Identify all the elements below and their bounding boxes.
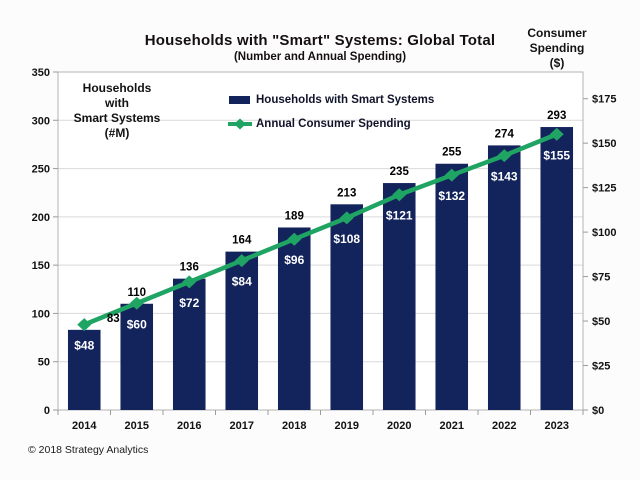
x-axis-tick-label: 2014 (72, 420, 97, 432)
legend-label-households: Households with Smart Systems (256, 94, 435, 106)
chart-legend: Households with Smart Systems Annual Con… (228, 88, 458, 136)
right-axis-tick-label: $0 (592, 405, 604, 417)
bar-2022 (487, 145, 521, 410)
spending-marker-2015 (129, 296, 144, 310)
spending-marker-2019 (339, 211, 354, 225)
right-axis-tick-label: $125 (592, 183, 616, 195)
x-axis-tick-label: 2021 (440, 420, 464, 432)
bar-value-label: 235 (390, 166, 410, 178)
left-axis-tick-label: 0 (44, 405, 50, 417)
right-axis-tick-label: $50 (592, 316, 610, 328)
left-axis-title-line: with (105, 96, 129, 110)
spending-marker-2017 (234, 254, 249, 268)
spending-marker-2021 (444, 168, 459, 182)
bar-2020 (382, 183, 416, 410)
right-axis-title-line: Spending (529, 41, 585, 55)
x-axis-tick-label: 2019 (335, 420, 359, 432)
bar-value-label: 213 (337, 187, 356, 199)
legend-label-spending: Annual Consumer Spending (256, 118, 411, 130)
spending-value-label: $60 (127, 317, 147, 331)
bar-2021 (435, 163, 469, 410)
spending-line (82, 132, 559, 327)
left-axis-tick-label: 150 (32, 260, 50, 272)
spending-value-label: $108 (333, 232, 360, 246)
left-axis-title-line: (#M) (104, 126, 130, 140)
right-axis-tick-label: $75 (592, 272, 610, 284)
bar-2016 (172, 278, 206, 410)
left-axis-tick-label: 350 (32, 67, 50, 79)
x-axis-tick-label: 2023 (545, 420, 569, 432)
spending-value-label: $143 (491, 170, 518, 184)
x-axis-tick-label: 2020 (387, 420, 411, 432)
chart-title: Households with "Smart" Systems: Global … (144, 32, 496, 49)
copyright-text: © 2018 Strategy Analytics (28, 444, 149, 456)
legend-item-households: Households with Smart Systems (228, 88, 458, 112)
x-axis-tick-label: 2018 (282, 420, 306, 432)
spending-value-label: $96 (284, 253, 304, 267)
right-axis-tick-label: $100 (592, 227, 616, 239)
bar-value-label: 274 (495, 128, 515, 140)
left-axis-tick-label: 200 (32, 212, 50, 224)
x-axis-tick-label: 2015 (125, 420, 149, 432)
spending-marker-2018 (287, 232, 302, 246)
x-axis-tick-label: 2022 (492, 420, 516, 432)
spending-value-label: $84 (232, 275, 252, 289)
spending-value-label: $121 (386, 209, 413, 223)
right-axis-tick-label: $175 (592, 94, 616, 106)
x-axis-tick-label: 2017 (230, 420, 254, 432)
spending-marker-2023 (549, 127, 564, 141)
bar-2015 (120, 303, 154, 410)
spending-value-label: $48 (74, 339, 94, 353)
bar-2023 (540, 127, 574, 410)
spending-marker-2020 (392, 188, 407, 202)
bar-value-label: 255 (442, 147, 462, 159)
spending-value-label: $155 (543, 148, 570, 162)
bar-value-label: 136 (180, 262, 199, 274)
right-axis-tick-label: $150 (592, 138, 616, 150)
bar-2017 (225, 251, 259, 410)
left-axis-tick-label: 100 (32, 308, 50, 320)
bar-2019 (330, 204, 364, 410)
bar-2014 (67, 329, 101, 410)
left-axis-tick-label: 250 (32, 164, 50, 176)
left-axis-tick-label: 50 (38, 357, 50, 369)
spending-value-label: $72 (179, 296, 199, 310)
right-axis-title: Consumer Spending ($) (517, 26, 597, 71)
spending-value-label: $132 (438, 189, 465, 203)
right-axis-tick-label: $25 (592, 361, 610, 373)
right-axis-title-line: Consumer (527, 26, 587, 40)
chart-subtitle: (Number and Annual Spending) (233, 51, 407, 63)
left-axis-title: Households with Smart Systems (#M) (62, 81, 172, 141)
legend-item-spending: Annual Consumer Spending (228, 112, 458, 136)
bar-2018 (277, 227, 311, 410)
bar-value-label: 189 (285, 210, 304, 222)
left-axis-title-line: Households (82, 81, 152, 95)
spending-marker-2016 (182, 275, 197, 289)
legend-line-swatch-icon (228, 117, 252, 131)
bar-value-label: 110 (127, 287, 146, 299)
left-axis-title-line: Smart Systems (73, 111, 161, 125)
spending-marker-2014 (77, 318, 92, 332)
bar-value-label: 293 (547, 110, 566, 122)
left-axis-tick-label: 300 (32, 115, 50, 127)
right-axis-title-line: ($) (549, 56, 565, 70)
legend-bar-swatch-icon (228, 95, 252, 105)
bar-value-label: 83 (107, 313, 120, 325)
bar-value-label: 164 (232, 235, 252, 247)
x-axis-tick-label: 2016 (177, 420, 201, 432)
spending-marker-2022 (497, 149, 512, 163)
